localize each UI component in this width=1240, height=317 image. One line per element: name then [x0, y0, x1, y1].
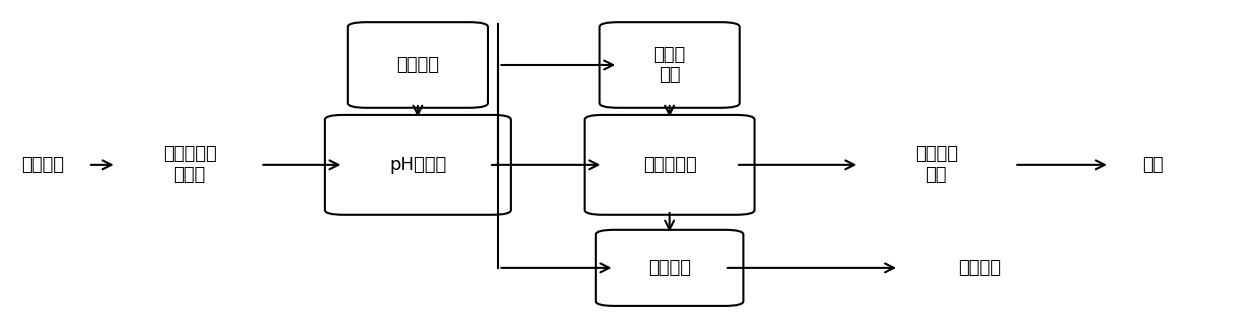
- Text: 酸储存槽: 酸储存槽: [397, 56, 439, 74]
- Text: 树脂吸附柱: 树脂吸附柱: [642, 156, 697, 174]
- Text: 生化处理
系统: 生化处理 系统: [915, 146, 957, 184]
- Text: 再生液
储槽: 再生液 储槽: [653, 46, 686, 84]
- FancyBboxPatch shape: [596, 230, 744, 306]
- Text: 排放: 排放: [1142, 156, 1164, 174]
- FancyBboxPatch shape: [600, 22, 739, 108]
- FancyBboxPatch shape: [347, 22, 489, 108]
- Text: 精馏装置: 精馏装置: [649, 259, 691, 277]
- FancyBboxPatch shape: [325, 115, 511, 215]
- FancyBboxPatch shape: [585, 115, 754, 215]
- Text: pH调节池: pH调节池: [389, 156, 446, 174]
- Text: 脱氨、脱硫
预处理: 脱氨、脱硫 预处理: [162, 146, 217, 184]
- Text: 酚类物质: 酚类物质: [959, 259, 1001, 277]
- Text: 含酚废水: 含酚废水: [21, 156, 63, 174]
